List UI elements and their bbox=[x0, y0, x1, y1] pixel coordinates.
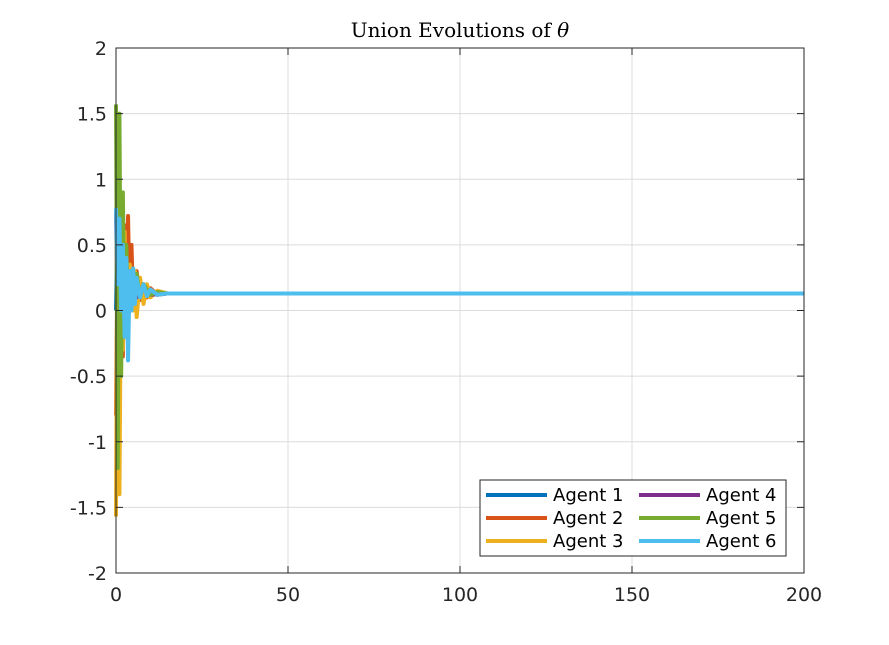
legend-label-agent-3: Agent 3 bbox=[553, 531, 623, 552]
chart-title-text: Union Evolutions of bbox=[351, 18, 557, 42]
y-axis-tick-labels: 2 1.5 1 0.5 0 -0.5 -1 -1.5 -2 bbox=[70, 38, 107, 585]
series-line-agent-6 bbox=[114, 208, 804, 363]
legend-label-agent-6: Agent 6 bbox=[706, 531, 776, 552]
y-tick-label: -0.5 bbox=[70, 366, 107, 388]
legend-label-agent-1: Agent 1 bbox=[553, 485, 623, 506]
y-tick-label: 1 bbox=[95, 169, 107, 191]
legend-label-agent-4: Agent 4 bbox=[706, 485, 776, 506]
x-tick-label: 50 bbox=[276, 584, 300, 606]
y-tick-label: 2 bbox=[95, 38, 107, 60]
y-tick-label: 0.5 bbox=[77, 235, 107, 257]
grid bbox=[116, 48, 804, 573]
x-axis-tick-labels: 0 50 100 150 200 bbox=[110, 584, 822, 606]
axis-ticks bbox=[115, 47, 805, 574]
chart-title: Union Evolutions of θ bbox=[351, 18, 569, 42]
x-tick-label: 0 bbox=[110, 584, 122, 606]
y-tick-label: 0 bbox=[95, 301, 107, 323]
x-tick-label: 100 bbox=[442, 584, 478, 606]
legend-label-agent-2: Agent 2 bbox=[553, 508, 623, 529]
legend-label-agent-5: Agent 5 bbox=[706, 508, 776, 529]
y-tick-label: -1 bbox=[88, 432, 107, 454]
x-tick-label: 150 bbox=[614, 584, 650, 606]
y-tick-label: -1.5 bbox=[70, 497, 107, 519]
y-tick-label: -2 bbox=[88, 563, 107, 585]
y-tick-label: 1.5 bbox=[77, 104, 107, 126]
x-tick-label: 200 bbox=[786, 584, 822, 606]
series-lines bbox=[114, 104, 804, 517]
chart-title-symbol: θ bbox=[557, 18, 569, 42]
